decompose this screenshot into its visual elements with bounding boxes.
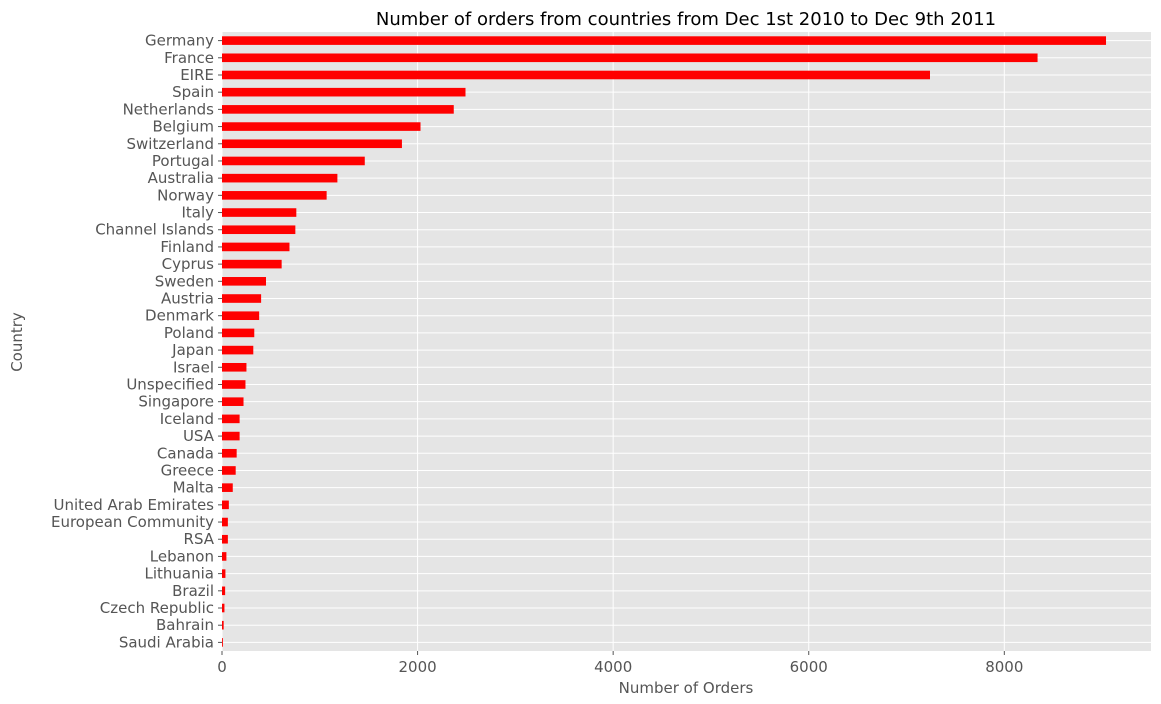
y-tick-label: EIRE [180,66,214,84]
y-tick-label: Denmark [145,307,214,325]
bar-european-community [222,517,228,527]
bar-sweden [222,277,267,286]
bar-usa [222,431,240,441]
y-tick-label: Iceland [160,410,214,428]
y-tick-label: Bahrain [156,616,214,634]
y-tick-label: Lithuania [145,565,214,583]
y-tick-label: Austria [161,290,214,308]
y-tick-label: Israel [173,358,214,376]
bar-eire [222,70,930,80]
bar-canada [222,448,237,458]
bar-italy [222,208,297,217]
bar-channel-islands [222,225,296,235]
y-tick-label: Switzerland [127,135,215,153]
x-tick-label: 6000 [790,658,828,676]
y-tick-label: Portugal [152,152,214,170]
x-ticks-group: 0 2000 4000 6000 8000 [217,651,1023,676]
bar-czech-republic [222,603,225,613]
y-tick-label: Malta [173,479,214,497]
x-tick-label: 2000 [398,658,436,676]
x-tick-label: 8000 [985,658,1023,676]
bar-bahrain [222,620,224,630]
bar-lebanon [222,552,227,561]
bar-lithuania [222,569,226,578]
y-tick-label: Belgium [153,118,215,136]
y-categories-group: GermanyFranceEIRESpainNetherlandsBelgium… [51,32,222,651]
y-axis-label: Country [8,312,26,372]
bar-denmark [222,311,260,321]
y-tick-label: Poland [164,324,214,342]
y-tick-label: Cyprus [162,255,215,273]
x-axis-label: Number of Orders [619,679,754,697]
bar-cyprus [222,259,282,269]
bar-greece [222,466,236,475]
bar-austria [222,294,262,303]
y-tick-label: Sweden [155,272,214,290]
y-tick-label: Finland [160,238,214,256]
bar-switzerland [222,139,402,149]
y-tick-label: Italy [181,204,214,222]
y-tick-label: Australia [148,169,214,187]
bar-norway [222,191,327,200]
y-tick-label: Netherlands [123,100,215,118]
y-tick-label: European Community [51,513,214,531]
y-tick-label: USA [183,427,215,445]
bar-australia [222,173,338,183]
y-tick-label: Germany [145,32,214,50]
bar-israel [222,362,247,372]
plot-area [222,32,1151,651]
bar-finland [222,242,290,252]
y-tick-label: Japan [171,341,214,359]
bar-saudi-arabia [222,638,223,647]
bar-poland [222,328,255,338]
bar-iceland [222,414,240,424]
bar-unspecified [222,380,246,389]
y-tick-label: Canada [157,444,214,462]
bar-spain [222,87,466,97]
y-tick-label: Lebanon [150,547,214,565]
y-tick-label: Greece [161,461,214,479]
y-tick-label: Unspecified [126,375,214,393]
y-tick-label: Brazil [172,582,214,600]
chart-title: Number of orders from countries from Dec… [376,9,996,30]
bar-rsa [222,534,228,544]
bar-malta [222,483,233,492]
x-tick-label: 0 [217,658,227,676]
x-tick-label: 4000 [594,658,632,676]
y-tick-label: RSA [184,530,215,548]
bar-japan [222,345,254,355]
y-tick-label: Channel Islands [95,221,214,239]
bar-singapore [222,397,244,406]
bar-belgium [222,122,421,131]
y-tick-label: Czech Republic [100,599,214,617]
y-tick-label: Saudi Arabia [119,633,214,651]
bars-group [222,36,1107,647]
y-tick-label: Singapore [138,393,214,411]
y-tick-label: France [164,49,214,67]
bar-brazil [222,586,226,596]
bar-germany [222,36,1107,45]
bar-france [222,53,1038,63]
y-tick-label: Spain [172,83,214,101]
y-tick-label: Norway [157,186,214,204]
bar-united-arab-emirates [222,500,229,510]
bar-netherlands [222,105,454,114]
y-tick-label: United Arab Emirates [53,496,214,514]
bar-portugal [222,156,365,166]
